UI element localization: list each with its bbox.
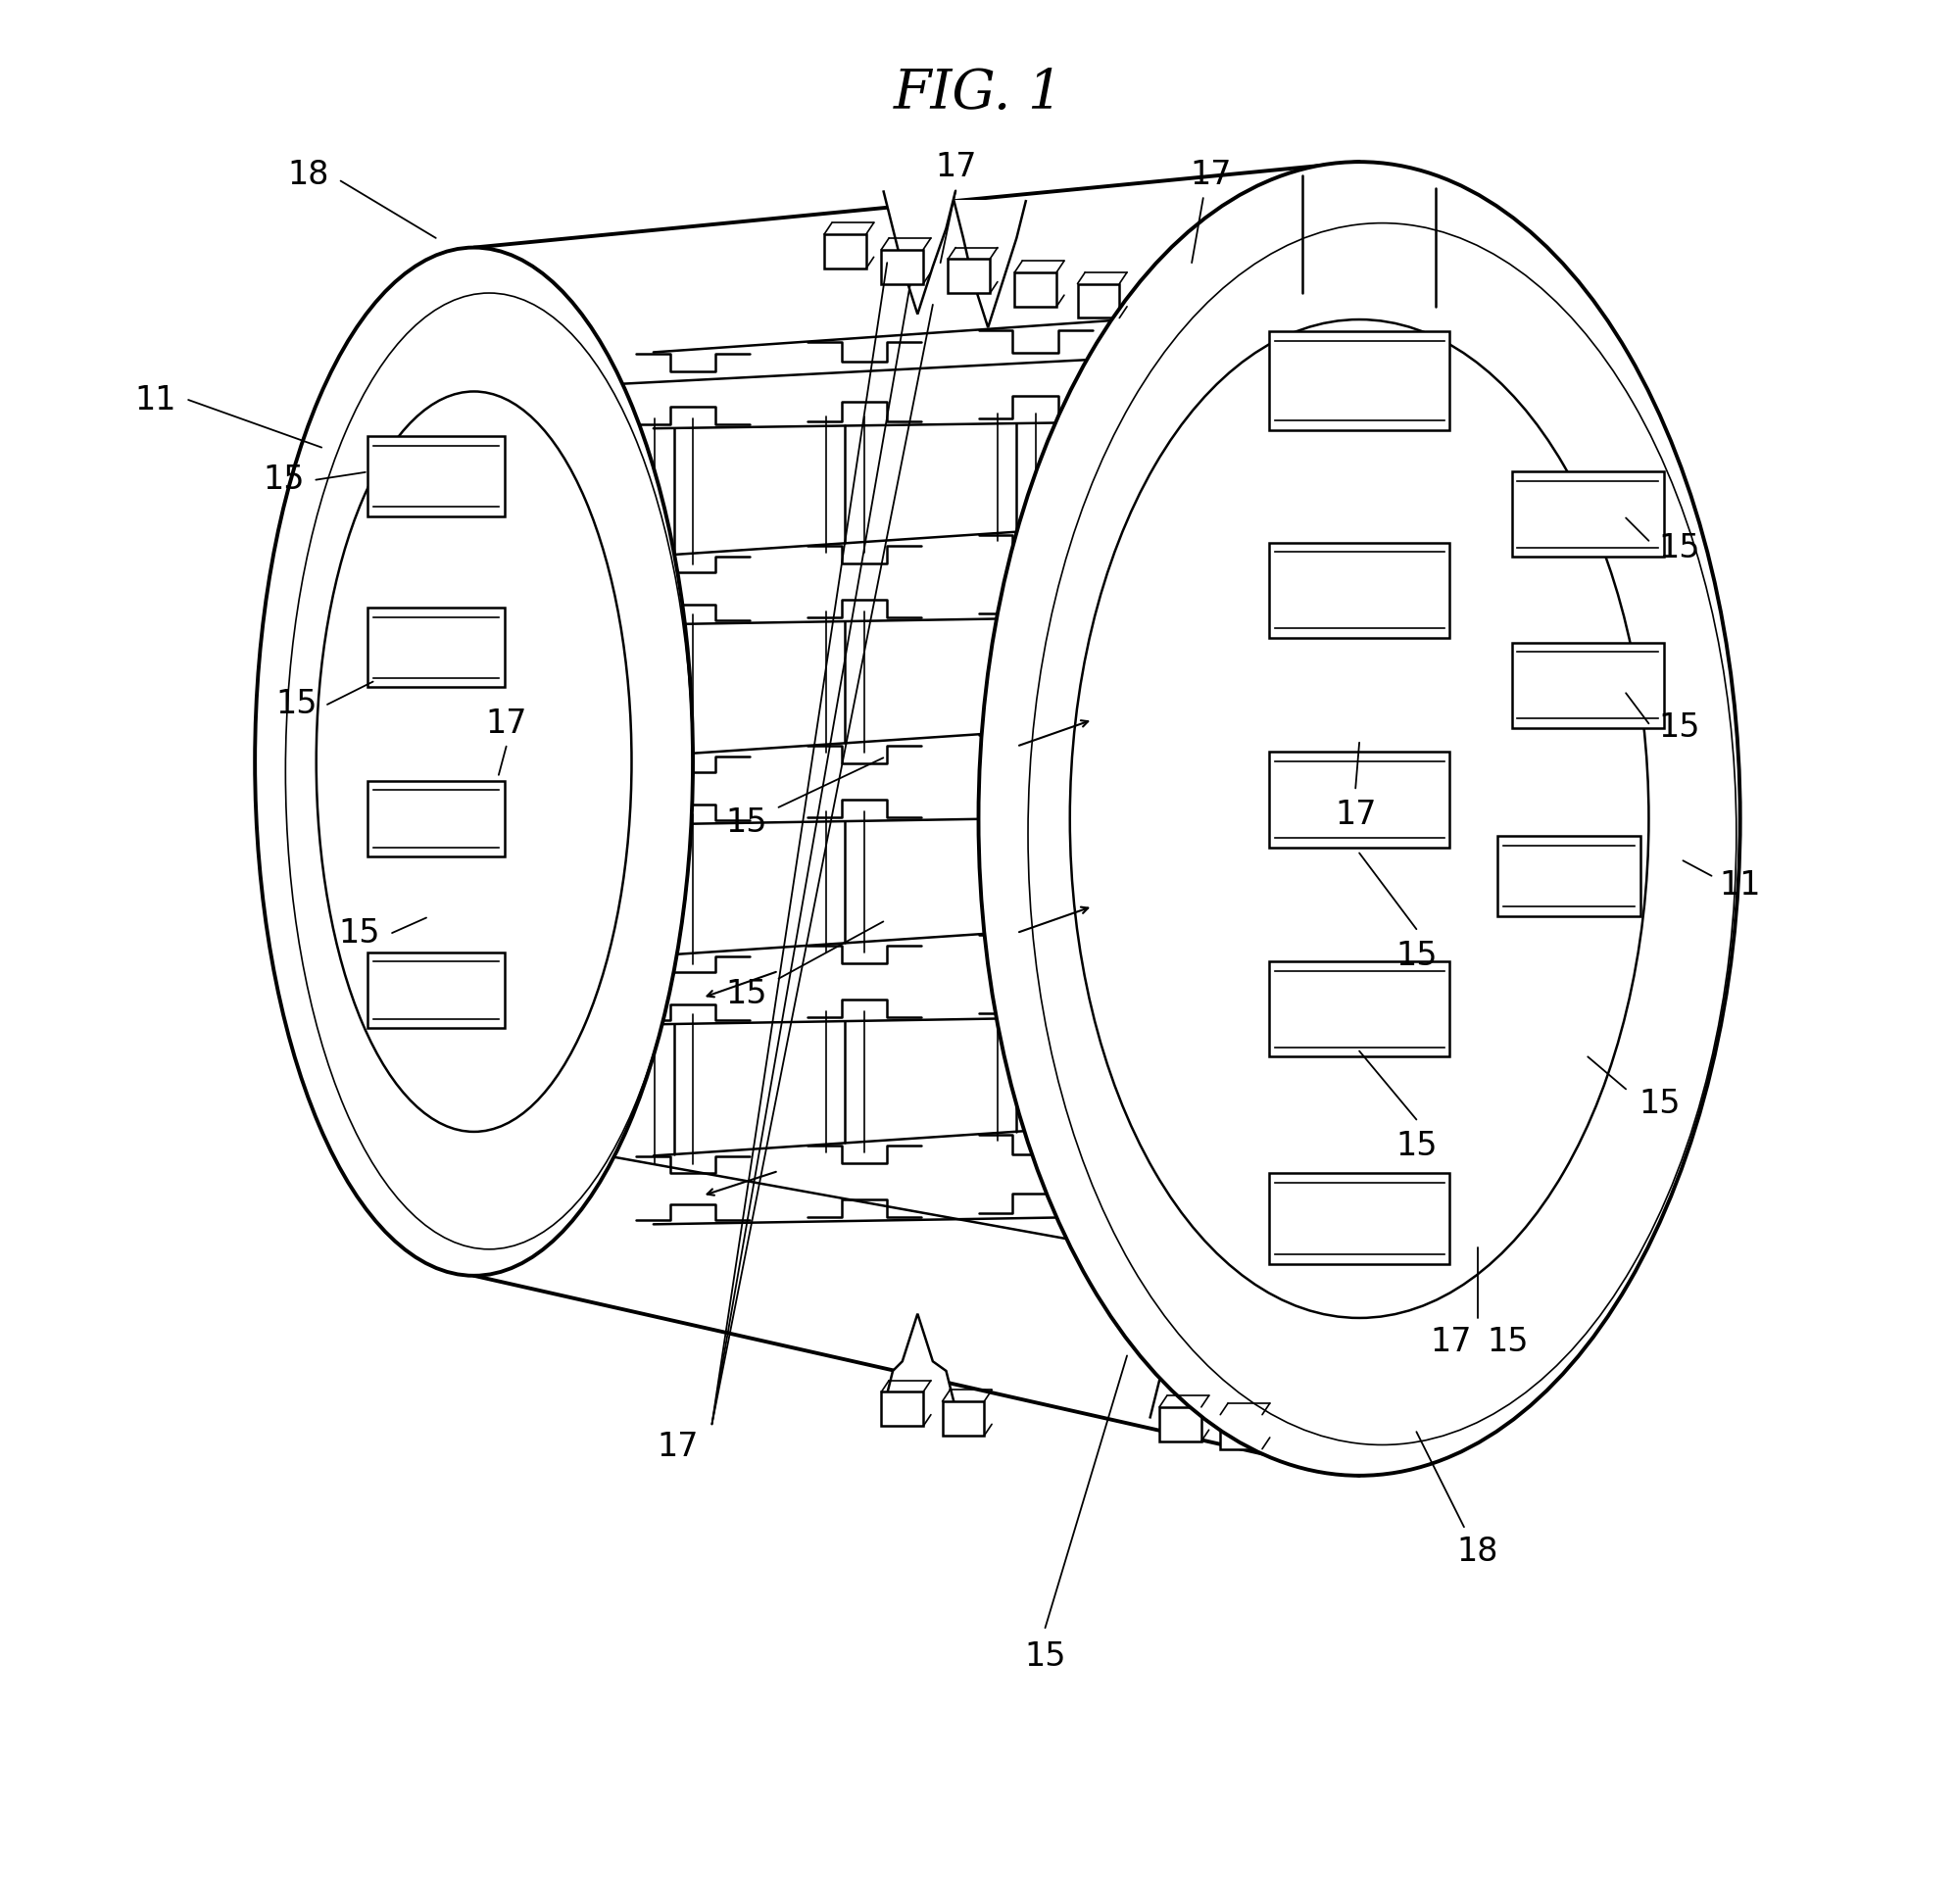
Text: 15: 15 [726,979,767,1009]
Polygon shape [1268,1173,1450,1264]
Text: 17: 17 [1431,1327,1472,1358]
Text: 15: 15 [726,807,767,838]
Polygon shape [883,1314,955,1409]
Polygon shape [368,952,505,1028]
Polygon shape [883,190,955,314]
Text: 15: 15 [1395,1131,1436,1161]
Polygon shape [1511,642,1663,727]
Polygon shape [1078,284,1119,318]
Polygon shape [1268,752,1450,847]
Text: 15: 15 [1395,941,1436,971]
Polygon shape [881,249,924,284]
Polygon shape [1268,331,1450,430]
Text: 15: 15 [1640,1089,1681,1120]
Text: 17: 17 [485,708,526,739]
Text: 15: 15 [1658,712,1701,743]
Polygon shape [881,1392,924,1426]
Text: 18: 18 [288,160,329,190]
Text: 18: 18 [1456,1537,1499,1567]
Polygon shape [1221,1415,1262,1449]
Text: 17: 17 [935,152,977,183]
Ellipse shape [317,392,632,1131]
Polygon shape [1151,1323,1225,1418]
Text: 11: 11 [135,385,176,415]
Text: 17: 17 [658,1432,699,1462]
Ellipse shape [254,248,693,1276]
Text: 15: 15 [262,465,305,495]
Text: 11: 11 [1720,870,1761,901]
Polygon shape [953,200,1025,327]
Polygon shape [1268,543,1450,638]
Polygon shape [1159,1407,1202,1441]
Polygon shape [947,259,990,293]
Text: 15: 15 [1024,1641,1067,1672]
Polygon shape [368,436,505,516]
Ellipse shape [1070,320,1648,1318]
Polygon shape [368,781,505,857]
Text: 17: 17 [1190,160,1231,190]
Polygon shape [1497,836,1640,916]
Polygon shape [1268,962,1450,1057]
Polygon shape [943,1401,984,1436]
Polygon shape [1511,472,1663,556]
Text: 15: 15 [276,689,317,720]
Ellipse shape [978,162,1740,1476]
Polygon shape [824,234,867,268]
Text: 15: 15 [1487,1327,1528,1358]
Text: 15: 15 [1658,533,1701,564]
Polygon shape [368,607,505,687]
Text: FIG. 1: FIG. 1 [894,67,1063,120]
Polygon shape [1014,272,1057,307]
Text: 15: 15 [339,918,380,948]
Text: 17: 17 [1335,800,1376,830]
